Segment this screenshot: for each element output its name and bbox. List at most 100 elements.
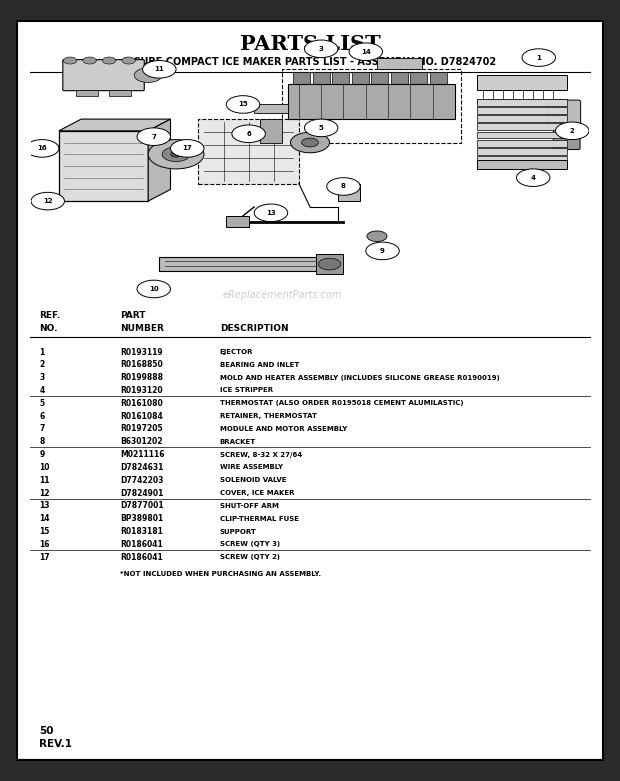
Bar bbox=[332, 73, 349, 84]
Bar bbox=[198, 119, 299, 184]
Text: SOLENOID VALVE: SOLENOID VALVE bbox=[219, 477, 286, 483]
Circle shape bbox=[290, 132, 330, 153]
Text: R0183181: R0183181 bbox=[120, 527, 163, 536]
Bar bbox=[59, 131, 148, 201]
Bar bbox=[477, 116, 567, 122]
Circle shape bbox=[102, 57, 116, 64]
Text: eReplacementParts.com: eReplacementParts.com bbox=[223, 290, 342, 300]
Text: EJECTOR: EJECTOR bbox=[219, 349, 253, 355]
Bar bbox=[377, 58, 422, 70]
Text: D7824901: D7824901 bbox=[120, 489, 164, 497]
Circle shape bbox=[516, 169, 550, 187]
Text: R0199888: R0199888 bbox=[120, 373, 163, 382]
Bar bbox=[226, 216, 249, 227]
Circle shape bbox=[137, 280, 171, 298]
Bar bbox=[316, 254, 343, 274]
Bar bbox=[477, 160, 567, 169]
Text: R0193120: R0193120 bbox=[120, 386, 162, 395]
Bar bbox=[109, 90, 131, 96]
Circle shape bbox=[83, 57, 96, 64]
Text: 13: 13 bbox=[266, 210, 276, 216]
Circle shape bbox=[122, 57, 135, 64]
Bar bbox=[338, 184, 360, 201]
Bar bbox=[477, 99, 567, 105]
Text: RETAINER, THERMOSTAT: RETAINER, THERMOSTAT bbox=[219, 413, 317, 419]
Text: 17: 17 bbox=[182, 145, 192, 152]
Text: D7742203: D7742203 bbox=[120, 476, 164, 485]
Text: 4: 4 bbox=[39, 386, 45, 395]
Circle shape bbox=[304, 119, 338, 137]
FancyBboxPatch shape bbox=[63, 59, 144, 91]
Bar bbox=[391, 73, 408, 84]
Text: 1: 1 bbox=[536, 55, 541, 61]
Text: B6301202: B6301202 bbox=[120, 437, 162, 446]
Text: NUMBER: NUMBER bbox=[120, 324, 164, 333]
Bar bbox=[477, 156, 567, 163]
Text: MODULE AND MOTOR ASSEMBLY: MODULE AND MOTOR ASSEMBLY bbox=[219, 426, 347, 432]
Text: 9: 9 bbox=[39, 450, 45, 459]
Text: 14: 14 bbox=[361, 48, 371, 55]
Text: WIRE ASSEMBLY: WIRE ASSEMBLY bbox=[219, 465, 283, 470]
Text: 5: 5 bbox=[319, 125, 324, 131]
Text: 16: 16 bbox=[39, 540, 50, 549]
Text: *NOT INCLUDED WHEN PURCHASING AN ASSEMBLY.: *NOT INCLUDED WHEN PURCHASING AN ASSEMBL… bbox=[120, 571, 321, 577]
Text: 7: 7 bbox=[39, 425, 45, 433]
Circle shape bbox=[349, 43, 383, 61]
FancyBboxPatch shape bbox=[553, 130, 580, 150]
Text: BEARING AND INLET: BEARING AND INLET bbox=[219, 362, 299, 368]
Text: 9: 9 bbox=[380, 248, 385, 254]
Text: R0168850: R0168850 bbox=[120, 360, 162, 369]
Circle shape bbox=[319, 259, 341, 270]
Text: CLIP-THERMAL FUSE: CLIP-THERMAL FUSE bbox=[219, 515, 299, 522]
Circle shape bbox=[254, 204, 288, 222]
Text: 1: 1 bbox=[39, 348, 45, 356]
Text: 7: 7 bbox=[151, 134, 156, 140]
Circle shape bbox=[170, 140, 204, 157]
Text: NO.: NO. bbox=[39, 324, 58, 333]
Text: R0197205: R0197205 bbox=[120, 425, 162, 433]
Text: R0161080: R0161080 bbox=[120, 399, 162, 408]
Text: BRACKET: BRACKET bbox=[219, 439, 256, 445]
Text: 6: 6 bbox=[246, 130, 251, 137]
Text: 8: 8 bbox=[341, 184, 346, 190]
Text: 12: 12 bbox=[39, 489, 50, 497]
Polygon shape bbox=[59, 119, 170, 130]
Text: SCREW (QTY 3): SCREW (QTY 3) bbox=[219, 541, 280, 547]
Text: 10: 10 bbox=[149, 286, 159, 292]
Bar bbox=[352, 73, 368, 84]
Circle shape bbox=[162, 147, 190, 162]
Text: 2: 2 bbox=[570, 128, 575, 134]
Text: 13: 13 bbox=[39, 501, 50, 511]
Circle shape bbox=[301, 138, 319, 147]
Text: MOLD AND HEATER ASSEMBLY (INCLUDES SILICONE GREASE R0190019): MOLD AND HEATER ASSEMBLY (INCLUDES SILIC… bbox=[219, 375, 500, 380]
Text: D7877001: D7877001 bbox=[120, 501, 164, 511]
Bar bbox=[477, 123, 567, 130]
Bar bbox=[76, 90, 98, 96]
FancyBboxPatch shape bbox=[547, 100, 580, 127]
Bar bbox=[293, 73, 310, 84]
Text: REF.: REF. bbox=[39, 311, 60, 319]
Text: 12: 12 bbox=[43, 198, 53, 204]
Circle shape bbox=[148, 140, 204, 169]
Text: 6: 6 bbox=[39, 412, 45, 421]
Text: R0161084: R0161084 bbox=[120, 412, 162, 421]
Bar bbox=[477, 132, 567, 138]
Bar bbox=[477, 98, 567, 105]
Text: 2: 2 bbox=[39, 360, 45, 369]
Circle shape bbox=[135, 68, 162, 83]
Bar bbox=[371, 73, 388, 84]
Bar bbox=[282, 70, 461, 143]
Text: 16: 16 bbox=[37, 145, 47, 152]
Text: COVER, ICE MAKER: COVER, ICE MAKER bbox=[219, 490, 294, 496]
Circle shape bbox=[366, 242, 399, 259]
Bar bbox=[477, 107, 567, 114]
Text: 3: 3 bbox=[39, 373, 45, 382]
Circle shape bbox=[556, 122, 589, 140]
Text: THERMOSTAT (ALSO ORDER R0195018 CEMENT ALUMILASTIC): THERMOSTAT (ALSO ORDER R0195018 CEMENT A… bbox=[219, 401, 463, 406]
Text: SUPPORT: SUPPORT bbox=[219, 529, 257, 534]
Circle shape bbox=[367, 231, 387, 241]
Bar bbox=[254, 105, 288, 113]
Text: 15: 15 bbox=[238, 102, 248, 108]
Text: ICE STRIPPER: ICE STRIPPER bbox=[219, 387, 273, 394]
Circle shape bbox=[63, 57, 77, 64]
